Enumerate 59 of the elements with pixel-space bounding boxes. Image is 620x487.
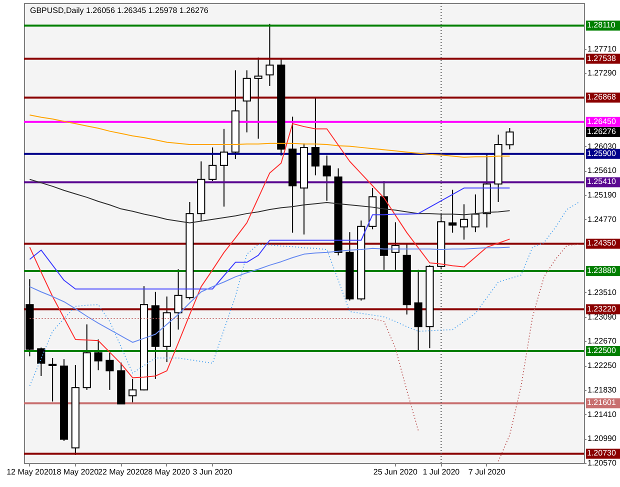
ref-line-label: 1.24350 [587,238,616,248]
candlestick [254,57,262,140]
ref-line-label: 1.25900 [587,148,616,158]
y-tick-label: 1.22250 [588,361,617,370]
y-tick-label: 1.27290 [588,68,617,78]
y-tick-label: 1.26030 [588,142,617,151]
y-tick-label: 1.27710 [588,44,617,54]
candlestick [220,128,228,208]
ref-line-label: 1.20730 [587,448,616,458]
ref-line-label: 1.26450 [587,116,616,126]
x-tick-label: 28 May 2020 [144,468,191,476]
candlestick [266,23,274,86]
x-tick-label: 1 Jul 2020 [422,468,460,476]
ref-line-label: 1.28110 [587,20,616,30]
y-tick-label: 1.23090 [588,312,617,322]
candlestick [106,352,114,390]
candlestick [94,338,102,371]
candlestick [208,146,217,182]
ref-line-label: 1.23220 [587,304,616,314]
candlestick [311,96,320,176]
line-series [29,202,579,386]
ref-line-label: 1.22500 [587,346,616,356]
text: 1.26276 [587,127,616,136]
candlestick [37,347,46,376]
x-tick-label: 18 May 2020 [52,468,100,476]
y-tick-label: 1.24770 [588,214,617,224]
x-tick-label: 25 Jun 2020 [373,468,418,476]
ref-line-label: 1.23880 [587,266,616,275]
ref-line-label: 1.27538 [587,54,616,63]
candlestick [460,204,468,240]
chart-title: GBPUSD,Daily 1.26056 1.26345 1.25978 1.26276 [30,6,209,15]
y-tick-label: 1.20570 [588,458,617,468]
line-series [29,123,510,378]
ref-line-label: 1.25410 [587,177,616,186]
candlestick [322,155,331,202]
y-tick-label: 1.25190 [588,190,617,200]
y-tick-label: 1.21410 [588,410,617,419]
candlestick [242,70,251,133]
y-tick-label: 1.20990 [588,434,617,444]
candlestick [174,268,182,330]
x-tick-label: 3 Jun 2020 [192,468,233,476]
line-series [29,188,510,290]
candlestick [506,128,514,150]
y-tick-label: 1.22670 [588,336,617,346]
ref-line-label: 1.26868 [587,92,616,102]
x-tick-label: 7 Jul 2020 [468,468,506,476]
line-series [29,114,510,158]
line-series [29,246,510,343]
candlestick [471,194,480,233]
candlestick [48,358,57,402]
ref-line-label: 1.21601 [587,398,616,408]
candlestick [414,269,422,352]
y-tick-label: 1.21830 [588,385,617,394]
candlestick [448,189,457,234]
x-tick-label: 12 May 2020 [6,468,54,476]
candlestick [128,378,137,404]
y-tick-label: 1.23510 [588,288,617,297]
x-tick-label: 22 May 2020 [98,468,145,476]
y-tick-label: 1.25610 [588,166,617,176]
